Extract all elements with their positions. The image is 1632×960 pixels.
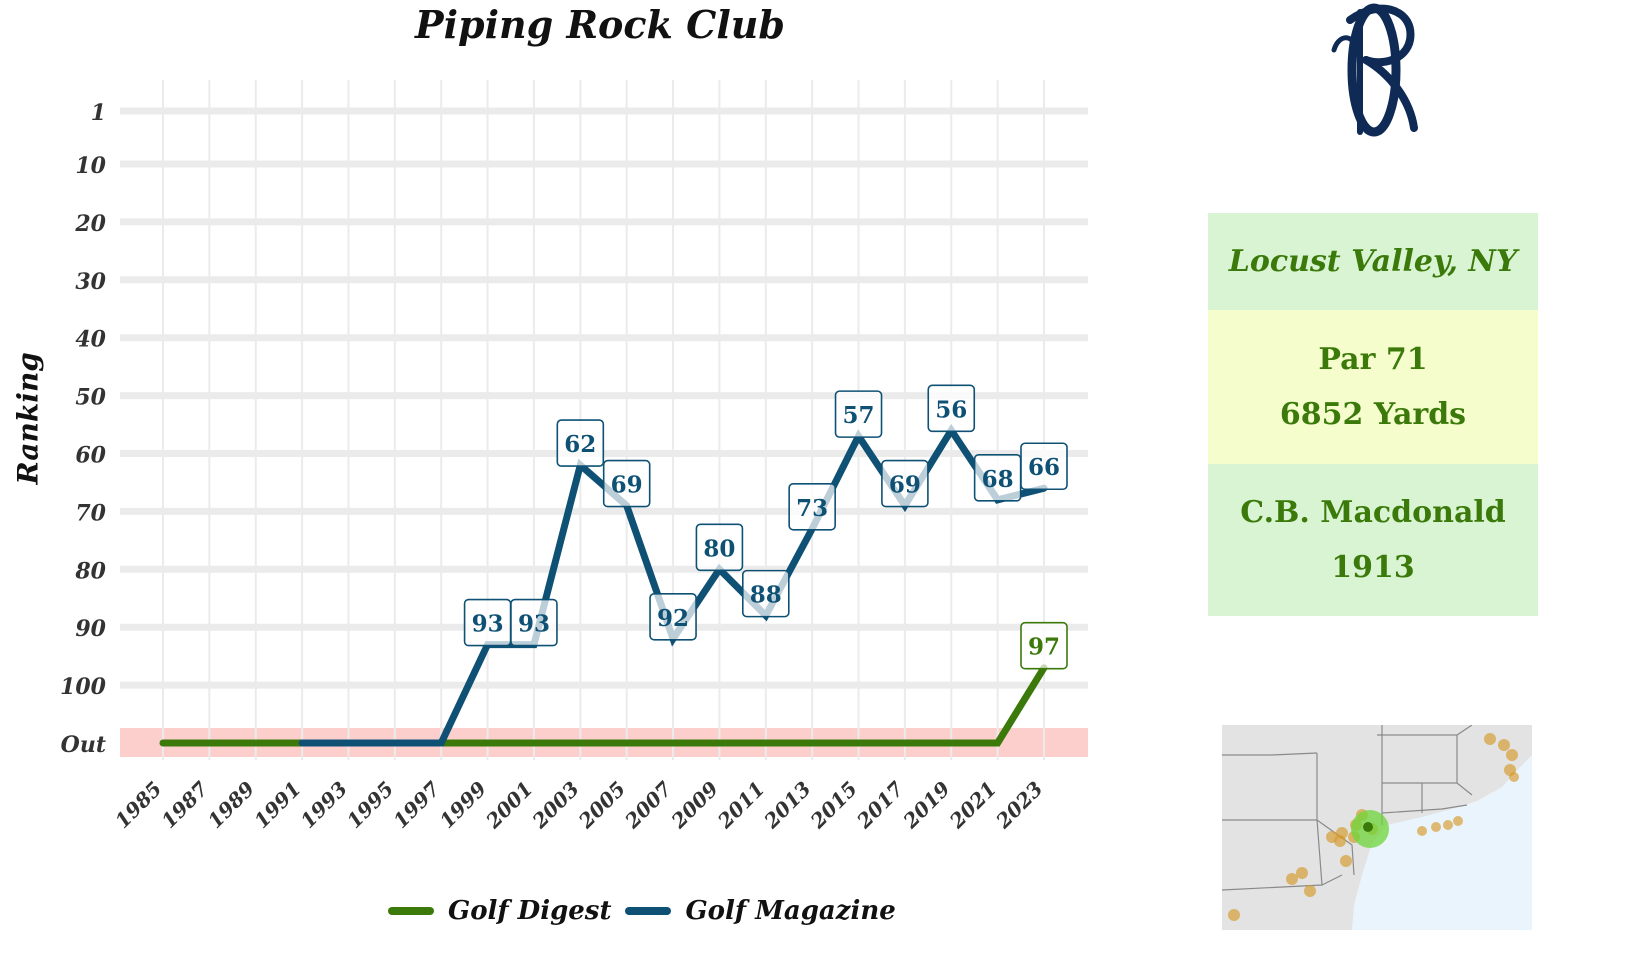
data-label: 97 bbox=[1028, 634, 1060, 661]
data-label: 93 bbox=[472, 611, 504, 638]
northeast-us-locator-map-icon bbox=[1222, 725, 1532, 930]
year-text: 1913 bbox=[1331, 550, 1415, 585]
x-tick-label: 2013 bbox=[759, 777, 816, 834]
x-tick-label: 2001 bbox=[480, 777, 537, 834]
data-label: 68 bbox=[982, 466, 1014, 493]
data-label-box bbox=[649, 592, 697, 641]
location-text: Locust Valley, NY bbox=[1228, 244, 1518, 279]
y-tick-label: 40 bbox=[75, 327, 106, 353]
y-tick-label: 90 bbox=[75, 616, 106, 642]
data-label: 56 bbox=[935, 396, 967, 423]
data-label: 69 bbox=[889, 472, 921, 499]
data-label: 92 bbox=[657, 605, 689, 632]
data-label-box bbox=[1020, 442, 1068, 491]
x-tick-label: 2017 bbox=[851, 777, 908, 834]
data-label-box bbox=[510, 598, 558, 647]
data-label-box bbox=[788, 482, 836, 531]
yards-text: 6852 Yards bbox=[1279, 397, 1467, 432]
x-tick-label: 2023 bbox=[990, 777, 1047, 834]
x-tick-label: 2007 bbox=[620, 777, 677, 834]
course-specs-box: Par 71 6852 Yards bbox=[1208, 310, 1538, 464]
x-tick-label: 1993 bbox=[296, 777, 352, 833]
data-label: 88 bbox=[750, 582, 782, 609]
data-label-box bbox=[1020, 621, 1068, 670]
data-label: 73 bbox=[796, 495, 828, 522]
data-label-box bbox=[741, 569, 790, 618]
legend: Golf Digest Golf Magazine bbox=[388, 896, 896, 926]
architect-box: C.B. Macdonald 1913 bbox=[1208, 464, 1538, 616]
y-axis-title: Ranking bbox=[11, 352, 45, 485]
x-tick-label: 1995 bbox=[342, 777, 398, 833]
data-label: 66 bbox=[1028, 454, 1060, 481]
data-label-box bbox=[927, 384, 976, 433]
legend-label-golf-digest: Golf Digest bbox=[448, 896, 612, 926]
x-tick-label: 1985 bbox=[110, 777, 166, 833]
y-tick-label: 80 bbox=[74, 558, 106, 584]
x-tick-label: 2019 bbox=[898, 777, 955, 834]
y-tick-label: 100 bbox=[60, 674, 107, 700]
pr-monogram-logo-icon bbox=[1331, 3, 1418, 137]
data-label: 57 bbox=[843, 402, 875, 429]
x-tick-label: 2005 bbox=[573, 777, 630, 834]
y-tick-label: 50 bbox=[75, 385, 106, 411]
par-text: Par 71 bbox=[1318, 342, 1428, 377]
legend-item-golf-magazine: Golf Magazine bbox=[625, 896, 896, 926]
legend-label-golf-magazine: Golf Magazine bbox=[685, 896, 896, 926]
x-tick-label: 2011 bbox=[712, 777, 769, 834]
x-tick-label: 1999 bbox=[435, 777, 491, 833]
chart-title: Piping Rock Club bbox=[415, 2, 785, 47]
legend-swatch-golf-magazine bbox=[625, 907, 672, 915]
data-label: 93 bbox=[518, 611, 550, 638]
y-tick-label: Out bbox=[61, 732, 106, 758]
location-box: Locust Valley, NY bbox=[1208, 213, 1538, 310]
x-tick-label: 2009 bbox=[666, 777, 723, 834]
x-tick-label: 2003 bbox=[527, 777, 584, 834]
y-tick-label: 20 bbox=[74, 211, 106, 237]
x-tick-label: 2015 bbox=[805, 777, 862, 834]
legend-swatch-golf-digest bbox=[388, 907, 434, 915]
data-label-box bbox=[602, 459, 651, 508]
architect-text: C.B. Macdonald bbox=[1240, 495, 1506, 530]
legend-item-golf-digest: Golf Digest bbox=[388, 896, 611, 926]
x-tick-label: 2021 bbox=[944, 777, 1001, 834]
data-label: 62 bbox=[564, 431, 596, 458]
data-label: 69 bbox=[611, 472, 643, 499]
x-tick-label: 1997 bbox=[388, 777, 444, 833]
data-label-box bbox=[834, 390, 883, 438]
x-tick-label: 1991 bbox=[249, 777, 305, 833]
data-labels: 97 93 93 62 69 92 80 88 73 57 69 56 68 66 bbox=[463, 384, 1068, 670]
y-tick-label: 30 bbox=[75, 269, 106, 295]
data-label-box bbox=[556, 419, 605, 467]
x-tick-label: 1989 bbox=[203, 777, 259, 833]
data-label-box bbox=[881, 459, 929, 508]
y-tick-label: 1 bbox=[91, 100, 106, 126]
y-tick-label: 60 bbox=[75, 443, 106, 469]
x-tick-label: 1987 bbox=[157, 777, 213, 833]
y-tick-label: 70 bbox=[75, 500, 106, 526]
data-label: 80 bbox=[703, 535, 735, 562]
data-label-box bbox=[695, 523, 744, 572]
y-tick-label: 10 bbox=[75, 153, 106, 179]
